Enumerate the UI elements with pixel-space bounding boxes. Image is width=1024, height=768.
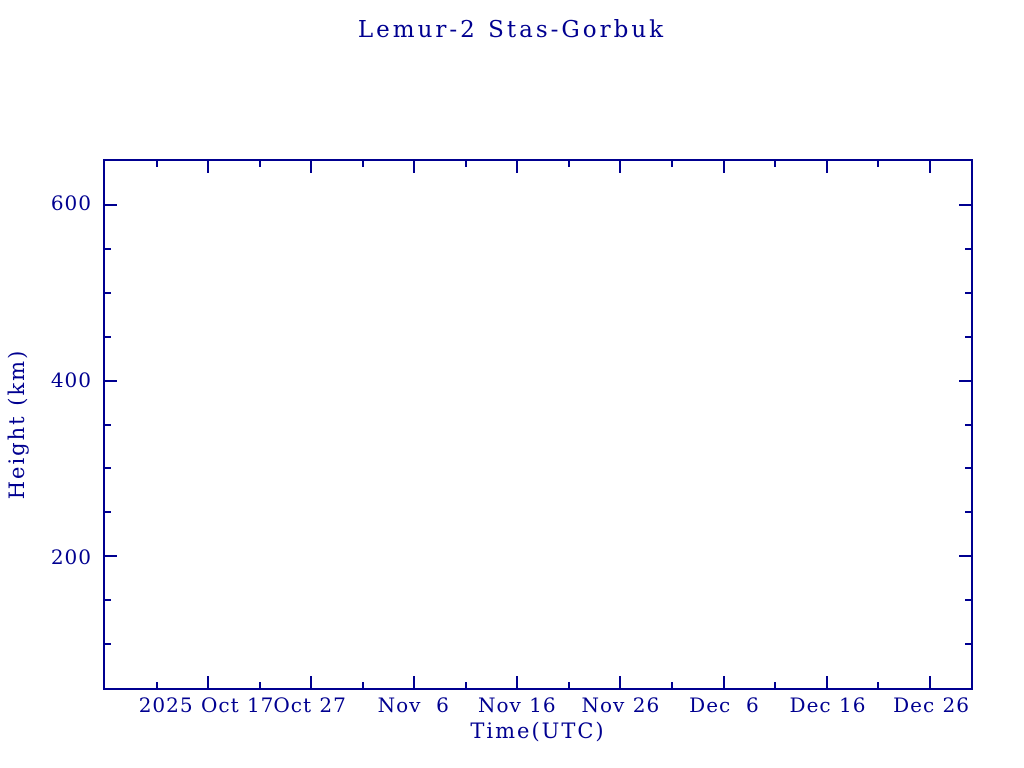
x-minor-tick bbox=[567, 682, 570, 688]
x-minor-tick bbox=[671, 682, 674, 688]
x-major-tick-top bbox=[310, 161, 313, 173]
y-minor-tick bbox=[105, 335, 111, 338]
x-tick-label: Nov 6 bbox=[377, 693, 450, 717]
y-minor-tick bbox=[105, 599, 111, 602]
x-major-tick-top bbox=[207, 161, 210, 173]
y-minor-tick bbox=[105, 511, 111, 514]
y-tick-label: 400 bbox=[50, 368, 92, 393]
x-minor-tick-top bbox=[464, 161, 467, 167]
y-minor-tick-right bbox=[965, 467, 971, 470]
x-minor-tick bbox=[774, 682, 777, 688]
x-tick-label: Dec 16 bbox=[789, 693, 867, 717]
x-minor-tick bbox=[361, 682, 364, 688]
plot-area bbox=[103, 159, 973, 690]
x-minor-tick bbox=[155, 682, 158, 688]
x-major-tick bbox=[722, 676, 725, 688]
y-minor-tick bbox=[105, 423, 111, 426]
y-minor-tick bbox=[105, 247, 111, 250]
x-major-tick bbox=[825, 676, 828, 688]
y-major-tick-right bbox=[959, 203, 971, 206]
y-minor-tick-right bbox=[965, 335, 971, 338]
x-minor-tick bbox=[877, 682, 880, 688]
y-minor-tick bbox=[105, 467, 111, 470]
x-major-tick-top bbox=[619, 161, 622, 173]
y-minor-tick-right bbox=[965, 423, 971, 426]
x-major-tick-top bbox=[722, 161, 725, 173]
x-axis-label: Time(UTC) bbox=[470, 719, 606, 743]
y-major-tick-right bbox=[959, 379, 971, 382]
x-tick-label: Nov 26 bbox=[581, 693, 661, 717]
x-tick-label: Nov 16 bbox=[477, 693, 557, 717]
x-minor-tick-top bbox=[155, 161, 158, 167]
x-major-tick-top bbox=[516, 161, 519, 173]
x-tick-label: Oct 27 bbox=[273, 693, 347, 717]
y-tick-label: 600 bbox=[50, 191, 92, 216]
x-major-tick bbox=[928, 676, 931, 688]
chart-title: Lemur-2 Stas-Gorbuk bbox=[357, 17, 667, 43]
y-tick-label: 200 bbox=[50, 545, 92, 570]
x-tick-label: 2025 Oct 17 bbox=[138, 693, 275, 717]
x-tick-label: Dec 26 bbox=[893, 693, 971, 717]
y-minor-tick bbox=[105, 291, 111, 294]
x-tick-label: Dec 6 bbox=[689, 693, 760, 717]
x-minor-tick bbox=[258, 682, 261, 688]
x-major-tick bbox=[516, 676, 519, 688]
x-major-tick bbox=[413, 676, 416, 688]
y-minor-tick-right bbox=[965, 291, 971, 294]
x-major-tick bbox=[310, 676, 313, 688]
x-major-tick bbox=[619, 676, 622, 688]
y-minor-tick-right bbox=[965, 643, 971, 646]
x-minor-tick-top bbox=[567, 161, 570, 167]
x-major-tick-top bbox=[928, 161, 931, 173]
y-minor-tick bbox=[105, 643, 111, 646]
x-minor-tick bbox=[464, 682, 467, 688]
y-major-tick bbox=[105, 203, 117, 206]
x-major-tick bbox=[207, 676, 210, 688]
y-major-tick bbox=[105, 555, 117, 558]
x-minor-tick-top bbox=[774, 161, 777, 167]
x-major-tick-top bbox=[825, 161, 828, 173]
x-major-tick-top bbox=[413, 161, 416, 173]
y-major-tick bbox=[105, 379, 117, 382]
y-minor-tick-right bbox=[965, 599, 971, 602]
x-minor-tick-top bbox=[671, 161, 674, 167]
y-major-tick-right bbox=[959, 555, 971, 558]
y-minor-tick-right bbox=[965, 511, 971, 514]
x-minor-tick-top bbox=[877, 161, 880, 167]
x-minor-tick-top bbox=[361, 161, 364, 167]
y-minor-tick-right bbox=[965, 247, 971, 250]
x-minor-tick-top bbox=[258, 161, 261, 167]
